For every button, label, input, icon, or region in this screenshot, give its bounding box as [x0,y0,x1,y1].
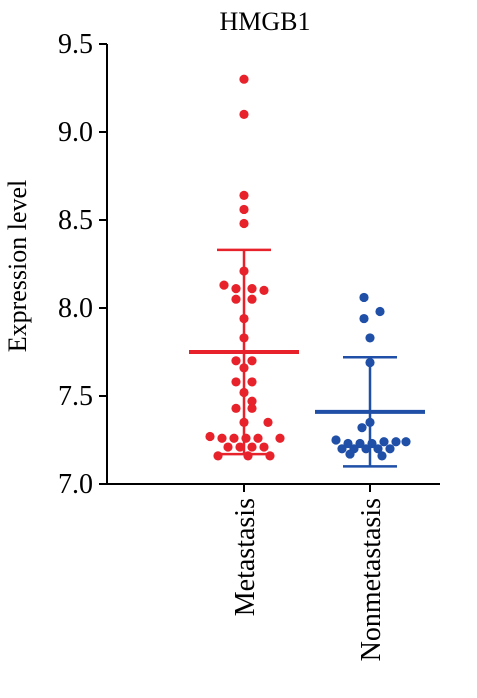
y-tick-label: 9.5 [58,29,93,60]
data-point [357,423,367,433]
data-point [359,292,369,303]
data-point [247,396,257,406]
data-point [265,451,275,461]
data-point [231,377,241,387]
data-point [239,218,249,229]
data-point [247,442,257,452]
data-point [337,444,347,454]
data-point [355,438,365,449]
data-point [231,403,241,413]
plot-area [189,74,425,468]
data-point [259,442,269,452]
x-axis-ticks: Metastasis Nonmetastasis [230,484,387,661]
chart-title: HMGB1 [219,7,310,36]
data-point [231,294,241,304]
data-point [239,190,249,200]
data-point [263,417,273,427]
data-point [361,444,371,454]
data-point [231,284,241,294]
data-point [375,306,385,317]
data-point [385,444,395,454]
data-point [247,294,257,304]
data-point [223,442,233,452]
data-point [217,433,227,443]
y-axis-ticks: 7.0 7.5 8.0 8.5 9.0 9.5 [58,29,107,500]
data-point [213,451,223,461]
x-category-label: Nonmetastasis [356,498,387,661]
data-point [345,449,355,459]
data-point [239,109,249,119]
data-point [343,438,353,449]
x-category-label: Metastasis [230,498,261,616]
y-axis-label: Expression level [3,180,32,353]
data-point [365,333,375,343]
data-point [373,444,383,454]
data-point [231,356,241,366]
y-tick-label: 7.5 [58,381,93,412]
data-point [247,403,257,413]
data-point [247,356,257,366]
data-point [401,437,411,447]
data-point [229,433,239,443]
data-point [205,431,215,442]
data-point [235,442,245,452]
y-tick-label: 8.5 [58,205,93,236]
data-point [247,377,257,387]
data-point [391,437,401,447]
y-tick-label: 9.0 [58,117,93,148]
series-nonmetastasis [315,292,425,468]
data-point [359,313,369,324]
y-tick-label: 8.0 [58,293,93,324]
data-point [331,435,341,445]
data-point [253,433,263,443]
data-point [377,451,387,461]
data-point [379,437,389,447]
data-point [259,285,269,295]
data-point [247,284,257,294]
series-metastasis [189,74,299,461]
data-point [239,204,249,215]
data-point [239,74,249,84]
y-tick-label: 7.0 [58,469,93,500]
data-point [275,433,285,443]
data-point [219,280,229,290]
